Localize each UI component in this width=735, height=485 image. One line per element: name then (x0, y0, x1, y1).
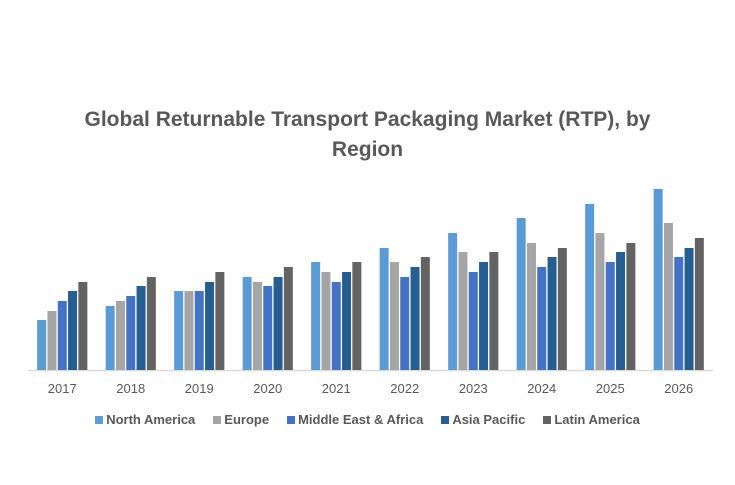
bar-asia-pacific-2019 (205, 282, 215, 370)
bar-north-america-2018 (105, 306, 115, 370)
bar-middle-east-africa-2020 (263, 286, 273, 370)
bar-middle-east-africa-2023 (468, 272, 478, 370)
bar-north-america-2020 (242, 277, 252, 370)
bar-north-america-2024 (516, 218, 526, 370)
legend-label: Asia Pacific (452, 412, 526, 427)
bar-middle-east-africa-2021 (331, 282, 341, 370)
bar-asia-pacific-2023 (479, 262, 489, 370)
bar-north-america-2017 (37, 320, 47, 370)
x-tick-label: 2017 (48, 381, 77, 396)
bar-europe-2024 (526, 243, 536, 370)
legend-item: Middle East & Africa (287, 412, 423, 427)
x-tick-label: 2020 (253, 381, 282, 396)
legend-label: Europe (224, 412, 270, 427)
bar-europe-2019 (184, 291, 194, 370)
bar-middle-east-africa-2018 (126, 296, 136, 370)
bar-asia-pacific-2025 (616, 252, 626, 370)
x-tick-label: 2025 (596, 381, 625, 396)
legend-item: Latin America (543, 412, 640, 427)
bar-latin-america-2017 (78, 282, 88, 370)
chart-title-line-2: Region (331, 138, 404, 161)
bar-latin-america-2023 (489, 252, 499, 370)
legend-swatch (213, 415, 222, 424)
legend-swatch (95, 415, 104, 424)
x-tick-label: 2026 (664, 381, 693, 396)
bar-europe-2023 (458, 252, 468, 370)
legend-item: Europe (213, 412, 269, 427)
bar-asia-pacific-2026 (684, 248, 694, 370)
legend-label: Middle East & Africa (298, 412, 424, 427)
bar-north-america-2025 (585, 204, 595, 370)
legend-item: North America (95, 412, 195, 427)
bar-north-america-2022 (379, 248, 389, 370)
bar-asia-pacific-2018 (136, 286, 146, 370)
bar-latin-america-2018 (146, 277, 156, 370)
bar-latin-america-2026 (694, 238, 704, 370)
bar-europe-2021 (321, 272, 331, 370)
x-tick-label: 2018 (116, 381, 145, 396)
bar-europe-2020 (252, 282, 262, 370)
legend-swatch (441, 415, 450, 424)
bar-latin-america-2025 (626, 243, 636, 370)
bar-latin-america-2020 (283, 267, 293, 370)
legend-swatch (543, 415, 552, 424)
bar-europe-2022 (389, 262, 399, 370)
bar-middle-east-africa-2022 (400, 277, 410, 370)
bar-north-america-2026 (653, 189, 663, 370)
legend-item: Asia Pacific (441, 412, 525, 427)
bar-europe-2025 (595, 233, 605, 370)
legend-label: North America (106, 412, 196, 427)
legend-label: Latin America (554, 412, 640, 427)
bar-middle-east-africa-2024 (537, 267, 547, 370)
bar-europe-2017 (47, 311, 57, 370)
bar-asia-pacific-2021 (342, 272, 352, 370)
bar-latin-america-2021 (352, 262, 362, 370)
bar-north-america-2023 (448, 233, 458, 370)
bar-middle-east-africa-2026 (674, 257, 684, 370)
bar-north-america-2021 (311, 262, 321, 370)
bar-middle-east-africa-2025 (605, 262, 615, 370)
bar-europe-2018 (115, 301, 125, 370)
chart-title: Global Returnable Transport Packaging Ma… (0, 105, 735, 165)
bar-latin-america-2019 (215, 272, 225, 370)
bar-asia-pacific-2017 (68, 291, 78, 370)
x-tick-label: 2021 (322, 381, 351, 396)
bar-latin-america-2022 (420, 257, 430, 370)
bar-europe-2026 (663, 223, 673, 370)
bar-asia-pacific-2022 (410, 267, 420, 370)
bar-middle-east-africa-2019 (194, 291, 204, 370)
x-tick-label: 2023 (459, 381, 488, 396)
legend: North America Europe Middle East & Africa A… (0, 412, 735, 427)
x-tick-label: 2022 (390, 381, 419, 396)
bar-asia-pacific-2020 (273, 277, 283, 370)
x-tick-label: 2019 (185, 381, 214, 396)
bar-north-america-2019 (174, 291, 184, 370)
bar-middle-east-africa-2017 (57, 301, 67, 370)
bar-asia-pacific-2024 (547, 257, 557, 370)
bar-latin-america-2024 (557, 248, 567, 370)
x-tick-label: 2024 (527, 381, 556, 396)
chart-title-line-1: Global Returnable Transport Packaging Ma… (84, 108, 651, 131)
legend-swatch (287, 415, 296, 424)
